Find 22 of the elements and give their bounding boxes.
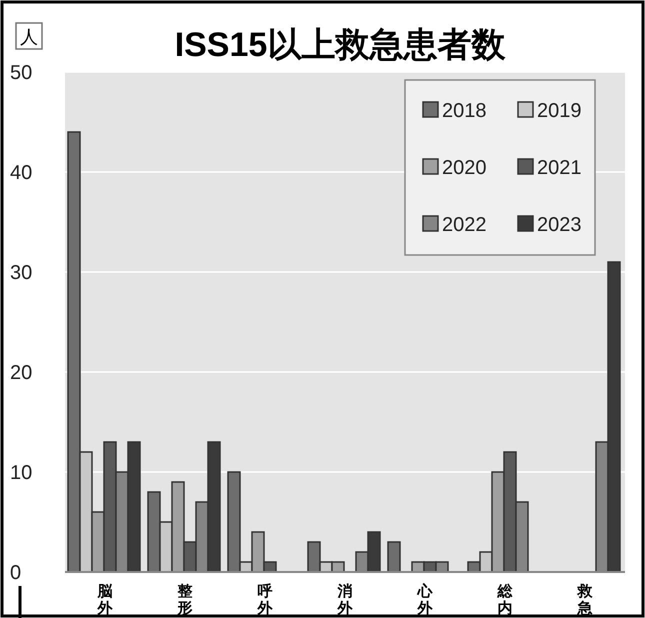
y-tick-label: 30 [10,262,32,284]
legend-label: 2021 [537,157,582,179]
x-tick-label: 心外 [416,582,434,617]
x-tick-label: 脳外 [96,583,114,617]
x-tick-label: 整形 [176,583,192,617]
y-tick-label: 40 [10,162,32,184]
legend-label: 2018 [442,100,486,122]
y-tick-label: 50 [10,62,32,84]
x-tick-label: 救急 [576,583,594,617]
x-tick-label: 消外 [336,583,354,617]
y-axis-title: 人 [20,27,38,47]
chart-title: ISS15以上救急患者数 [174,26,506,64]
legend-label: 2020 [442,157,486,179]
x-tick-label: 総内 [496,583,514,617]
y-tick-label: 10 [10,462,32,484]
x-tick-label: 呼外 [256,583,274,617]
bar [387,541,401,573]
legend-label: 2019 [537,100,582,122]
legend-label: 2023 [537,214,582,236]
y-tick-label: 20 [10,362,32,384]
legend-label: 2022 [442,214,486,236]
y-tick-label: 0 [10,562,22,584]
